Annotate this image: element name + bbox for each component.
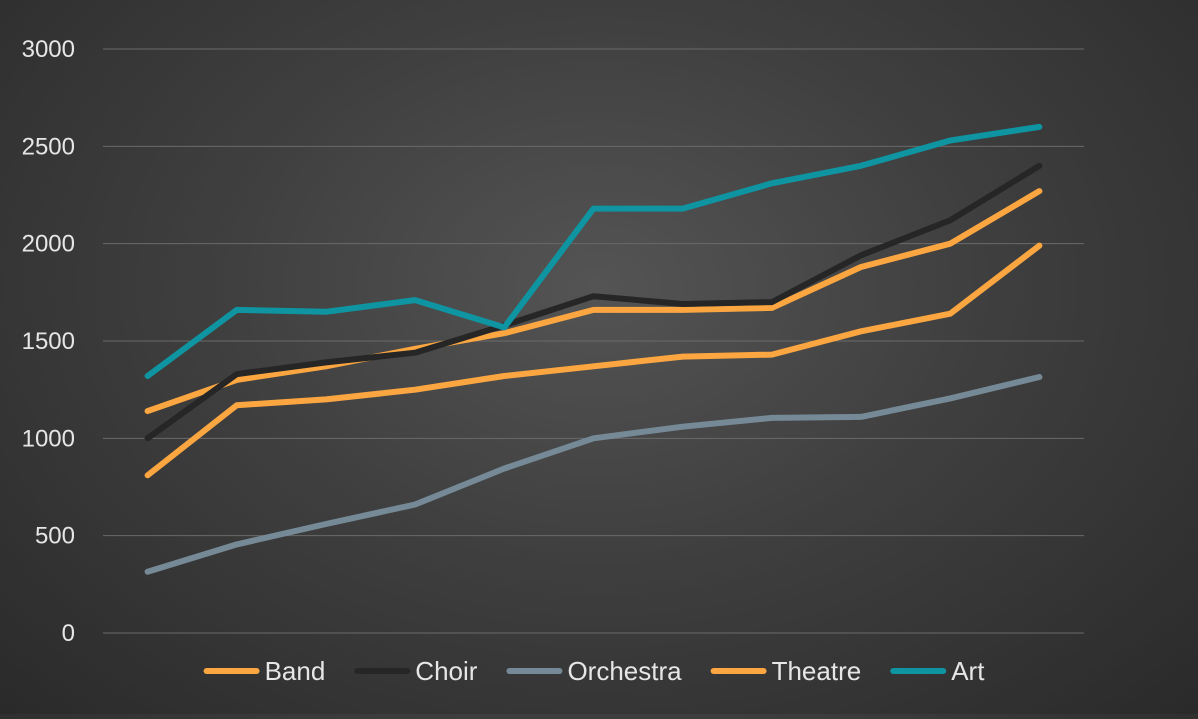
legend-label: Choir bbox=[415, 656, 477, 686]
y-tick-label: 1000 bbox=[22, 425, 75, 452]
legend-item-band: Band bbox=[203, 656, 326, 686]
series-line-choir bbox=[144, 162, 1043, 442]
y-tick-label: 500 bbox=[35, 523, 75, 550]
series-line-theatre bbox=[144, 242, 1043, 479]
series-line-band bbox=[144, 188, 1043, 415]
y-axis-tick-labels: 0 500 1000 1500 2000 2500 3000 bbox=[22, 36, 75, 647]
y-tick-label: 1500 bbox=[22, 328, 75, 355]
legend-item-art: Art bbox=[890, 656, 985, 686]
legend-label: Art bbox=[951, 656, 985, 686]
legend-label: Band bbox=[265, 656, 326, 686]
legend-item-choir: Choir bbox=[354, 656, 478, 686]
series-line-orchestra bbox=[144, 374, 1043, 575]
legend-label: Theatre bbox=[772, 656, 862, 686]
legend-item-theatre: Theatre bbox=[710, 656, 862, 686]
series-line-art bbox=[144, 123, 1043, 379]
series-lines bbox=[144, 123, 1043, 575]
y-tick-label: 0 bbox=[62, 620, 75, 647]
legend-label: Orchestra bbox=[567, 656, 682, 686]
y-tick-label: 3000 bbox=[22, 36, 75, 63]
legend: Band Choir Orchestra Theatre Art bbox=[203, 656, 985, 686]
y-tick-label: 2500 bbox=[22, 133, 75, 160]
legend-item-orchestra: Orchestra bbox=[506, 656, 682, 686]
gridlines bbox=[103, 48, 1084, 634]
y-tick-label: 2000 bbox=[22, 231, 75, 258]
